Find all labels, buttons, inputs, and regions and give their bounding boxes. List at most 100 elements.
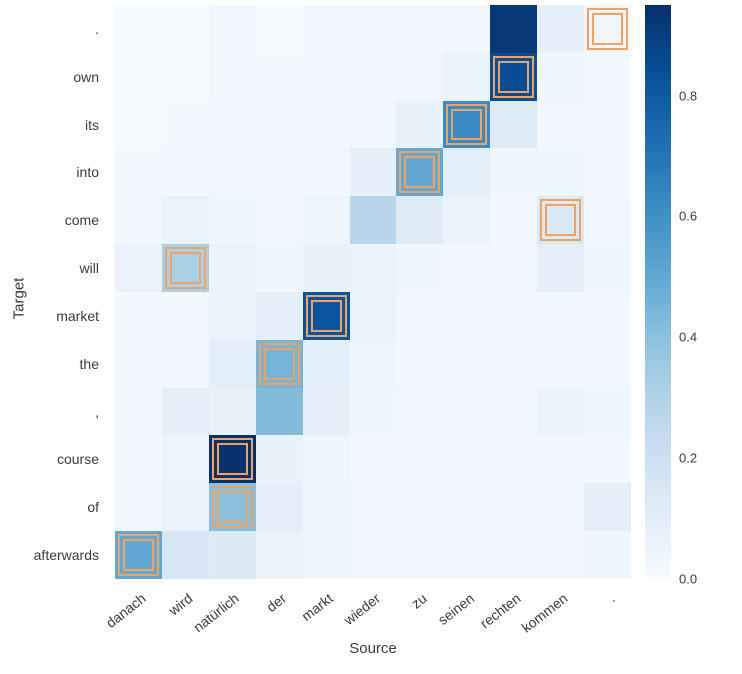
heatmap-cell xyxy=(208,483,256,532)
highlight-box xyxy=(446,103,488,146)
y-tick-label: its xyxy=(85,116,99,133)
heatmap-cell xyxy=(396,5,444,53)
heatmap-cell xyxy=(443,531,491,579)
x-tick-label: danach xyxy=(102,590,149,631)
heatmap-cell xyxy=(115,196,162,245)
heatmap-cell xyxy=(161,5,209,53)
heatmap-cell xyxy=(302,291,350,340)
y-tick-label: will xyxy=(79,260,99,277)
heatmap-cell xyxy=(443,435,491,484)
heatmap-cell xyxy=(349,196,397,245)
highlight-box xyxy=(211,438,253,481)
heatmap-cell xyxy=(302,531,350,579)
x-tick-label: der xyxy=(263,590,290,616)
highlight-box xyxy=(263,347,295,380)
heatmap-cell xyxy=(115,52,162,101)
y-tick-label: of xyxy=(87,499,99,516)
heatmap-cell xyxy=(490,483,538,532)
heatmap-cell xyxy=(443,100,491,149)
heatmap-cell xyxy=(115,148,162,197)
heatmap-cell xyxy=(443,52,491,101)
heatmap-cell xyxy=(255,100,303,149)
heatmap-cell xyxy=(255,387,303,436)
heatmap-cell xyxy=(443,387,491,436)
highlight-box xyxy=(211,486,253,529)
heatmap-cell xyxy=(302,435,350,484)
heatmap-cell xyxy=(208,435,256,484)
y-tick-label: course xyxy=(56,451,99,468)
heatmap-cell xyxy=(490,196,538,245)
highlight-box xyxy=(451,108,483,141)
heatmap-cell xyxy=(490,339,538,388)
heatmap-cell xyxy=(255,52,303,101)
heatmap-cell xyxy=(208,148,256,197)
colorbar-tick-label: 0.8 xyxy=(679,88,698,104)
heatmap-cell xyxy=(349,387,397,436)
x-tick-label: natürlich xyxy=(190,590,243,636)
heatmap-cell xyxy=(115,291,162,340)
heatmap-cell xyxy=(349,483,397,532)
heatmap-cell xyxy=(161,196,209,245)
heatmap-cell xyxy=(302,244,350,292)
heatmap-cell xyxy=(490,148,538,197)
heatmap-cell xyxy=(255,291,303,340)
heatmap-cell xyxy=(255,5,303,53)
heatmap-cell xyxy=(584,52,631,101)
heatmap-cell xyxy=(255,483,303,532)
heatmap-cell xyxy=(161,435,209,484)
colorbar-tick-label: 0.2 xyxy=(679,450,698,466)
y-tick-label: the xyxy=(79,355,99,372)
heatmap-cell xyxy=(443,291,491,340)
y-tick-label: afterwards xyxy=(33,547,99,564)
heatmap-cell xyxy=(208,52,256,101)
heatmap-cell xyxy=(490,244,538,292)
y-tick-label: . xyxy=(95,20,99,37)
heatmap-cell xyxy=(302,387,350,436)
heatmap-cell xyxy=(396,531,444,579)
highlight-box xyxy=(545,204,577,237)
heatmap-cell xyxy=(396,148,444,197)
heatmap-cell xyxy=(208,531,256,579)
heatmap-cell xyxy=(349,100,397,149)
highlight-box xyxy=(540,199,582,242)
heatmap-cell xyxy=(584,483,631,532)
highlight-box xyxy=(169,252,201,284)
highlight-box xyxy=(258,342,300,385)
heatmap-cell xyxy=(443,483,491,532)
heatmap-cell xyxy=(255,196,303,245)
heatmap-cell xyxy=(443,196,491,245)
heatmap-cell xyxy=(443,339,491,388)
heatmap-cell xyxy=(396,435,444,484)
heatmap-cell xyxy=(537,435,585,484)
heatmap-cell xyxy=(537,196,585,245)
heatmap-cell xyxy=(255,244,303,292)
y-tick-label: market xyxy=(56,307,99,324)
highlight-box xyxy=(216,491,248,524)
heatmap-cell xyxy=(208,5,256,53)
heatmap-cell xyxy=(115,387,162,436)
heatmap-cell xyxy=(349,52,397,101)
y-tick-labels: . own its into come will market the, course of aft… xyxy=(0,5,108,579)
heatmap-cell xyxy=(302,5,350,53)
highlight-box xyxy=(216,443,248,476)
heatmap-cell xyxy=(349,531,397,579)
highlight-box xyxy=(587,8,628,50)
heatmap xyxy=(115,5,631,579)
x-tick-labels: danach wird natürlich der markt wieder zu seine… xyxy=(102,582,631,642)
heatmap-cell xyxy=(490,387,538,436)
heatmap-cell xyxy=(537,244,585,292)
highlight-box xyxy=(498,60,530,93)
heatmap-cell xyxy=(396,483,444,532)
heatmap-cell xyxy=(584,387,631,436)
heatmap-cell xyxy=(208,291,256,340)
heatmap-cell xyxy=(161,52,209,101)
x-tick-label: wird xyxy=(165,590,196,619)
heatmap-cell xyxy=(115,435,162,484)
heatmap-cell xyxy=(584,148,631,197)
x-tick-label: wieder xyxy=(340,590,383,629)
x-tick-label: zu xyxy=(408,590,430,612)
highlight-box xyxy=(164,247,206,289)
heatmap-cell xyxy=(584,100,631,149)
heatmap-cell xyxy=(349,244,397,292)
